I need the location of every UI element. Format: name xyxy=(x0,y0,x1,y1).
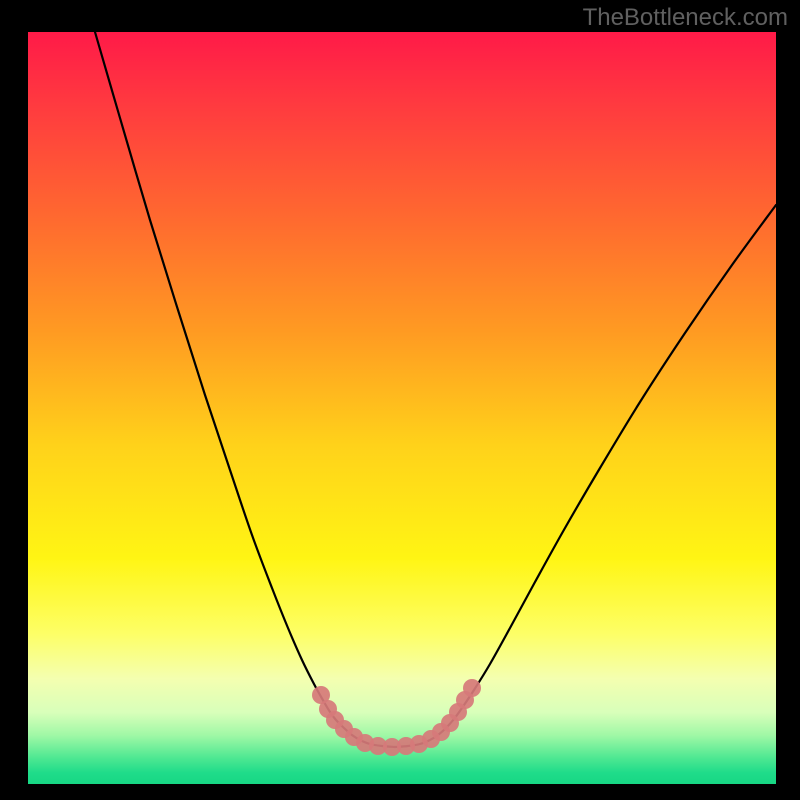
plot-background xyxy=(28,32,776,784)
chart-svg xyxy=(0,0,800,800)
marker-point-15 xyxy=(463,679,481,697)
chart-stage: TheBottleneck.com xyxy=(0,0,800,800)
